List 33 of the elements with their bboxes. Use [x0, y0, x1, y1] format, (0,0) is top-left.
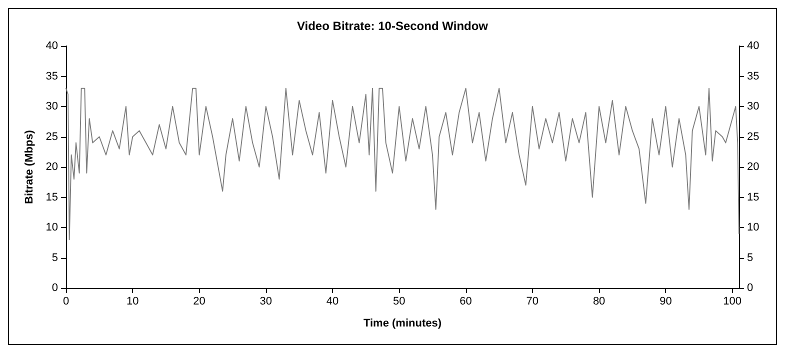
y-axis-title: Bitrate (Mbps) [23, 130, 36, 204]
x-tick-label: 90 [660, 296, 672, 308]
y2-tick-label: 10 [747, 222, 760, 234]
x-tick-label: 70 [526, 296, 539, 308]
x-tick-label: 0 [62, 296, 70, 308]
x-tick-label: 40 [326, 296, 339, 308]
y2-tick-label: 5 [747, 252, 754, 264]
y2-tick-label: 25 [747, 130, 760, 143]
x-tick-label: 50 [393, 296, 406, 308]
x-tick-label: 80 [592, 296, 606, 308]
y-tick-label: 20 [46, 161, 58, 173]
y-tick-label: 25 [46, 130, 58, 143]
x-tick-label: 10 [126, 296, 139, 308]
y-tick-label: 15 [46, 191, 58, 204]
y2-tick-label: 20 [747, 161, 760, 173]
chart-title: Video Bitrate: 10-Second Window [296, 19, 489, 33]
x-tick-label: 60 [460, 296, 472, 308]
y2-tick-label: 0 [747, 282, 754, 294]
y-tick-label: 10 [46, 222, 58, 234]
y-tick-label: 40 [46, 40, 58, 52]
x-axis-title: Time (minutes) [363, 318, 442, 330]
y2-tick-label: 30 [747, 100, 760, 112]
line-series [66, 88, 740, 240]
y-tick-label: 5 [52, 252, 58, 264]
y2-tick-label: 35 [747, 70, 760, 82]
y-tick-label: 35 [46, 70, 58, 82]
y2-tick-label: 15 [747, 191, 760, 204]
x-tick-label: 100 [723, 296, 742, 308]
y-tick-label: 30 [46, 100, 58, 112]
x-tick-label: 30 [260, 296, 272, 308]
y2-tick-label: 40 [747, 40, 760, 52]
x-tick-label: 20 [193, 296, 206, 308]
y-tick-label: 0 [52, 282, 58, 294]
